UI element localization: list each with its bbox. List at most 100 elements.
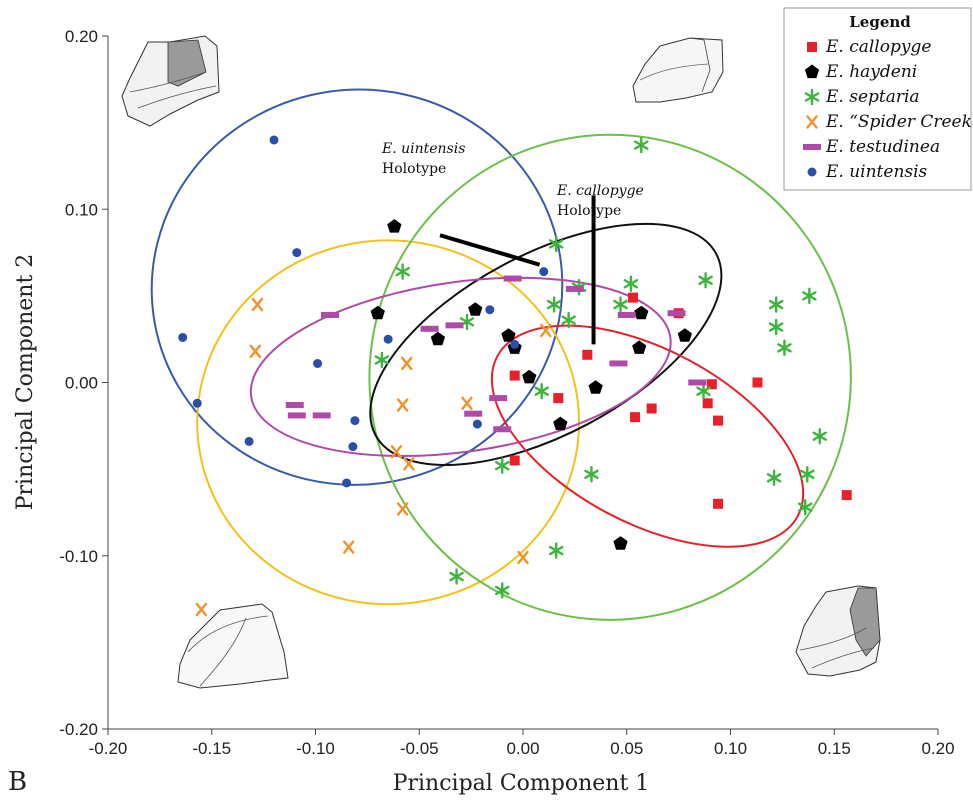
point-e-haydeni (387, 219, 402, 233)
x-tick-label: -0.15 (192, 739, 231, 758)
panel-letter: B (8, 767, 27, 797)
point-e-septaria (800, 466, 815, 483)
point-e-testudinea (312, 412, 331, 419)
point-e-callopyge (706, 379, 717, 390)
point-e-testudinea (667, 310, 686, 317)
point-e-septaria (766, 469, 782, 486)
point-e-septaria (698, 272, 713, 289)
legend-entry-label: E. “Spider Creek (825, 112, 972, 132)
ellipse-e-septaria (368, 133, 852, 621)
point-e-callopyge (509, 455, 520, 466)
point-e-septaria (634, 136, 649, 154)
point-e-septaria (696, 382, 711, 400)
point-e-uintensis (313, 358, 323, 368)
annotation-species-name: E. uintensis (381, 141, 465, 157)
point-e-septaria (802, 287, 817, 305)
point-e-uintensis (192, 398, 202, 408)
point-e-septaria (494, 457, 510, 474)
y-tick-label: -0.10 (59, 547, 98, 566)
point-e-testudinea (493, 426, 512, 433)
y-tick-label: -0.20 (59, 720, 98, 739)
point-e-haydeni (522, 369, 537, 384)
legend-marker-e-callopyge (807, 42, 817, 52)
point-e-septaria (561, 311, 576, 329)
point-e-spider-creek (396, 502, 409, 516)
series-e-septaria (374, 136, 827, 599)
ellipse-e-spider-creek (196, 239, 581, 606)
shell-sketch-top-left-icon (121, 35, 220, 127)
point-e-spider-creek (251, 297, 264, 312)
legend-title: Legend (849, 13, 911, 31)
legend-marker-e-haydeni (804, 64, 820, 79)
point-e-septaria (548, 542, 564, 559)
point-e-uintensis (510, 339, 520, 349)
x-tick-label: 0.15 (818, 739, 851, 758)
y-axis-title: Principal Component 2 (13, 254, 38, 511)
x-tick-label: -0.10 (296, 739, 335, 758)
legend-entry-label: E. callopyge (825, 37, 931, 57)
series-e-haydeni (370, 219, 692, 550)
point-e-haydeni (501, 328, 516, 342)
point-e-callopyge (713, 498, 724, 509)
point-e-callopyge (627, 292, 638, 303)
point-e-haydeni (370, 305, 385, 320)
x-tick-label: -0.05 (400, 739, 439, 758)
x-tick-label: -0.20 (89, 739, 128, 758)
point-e-haydeni (588, 380, 603, 394)
ellipse-e-haydeni (369, 222, 723, 466)
point-e-haydeni (468, 302, 483, 316)
point-e-uintensis (269, 135, 279, 145)
point-e-callopyge (509, 370, 520, 381)
point-e-spider-creek (461, 396, 473, 410)
point-e-septaria (812, 428, 827, 445)
point-e-spider-creek (517, 550, 529, 565)
point-e-testudinea (445, 322, 464, 329)
x-tick-label: 0.00 (506, 739, 539, 758)
point-e-uintensis (292, 248, 302, 258)
point-e-haydeni (634, 305, 649, 320)
x-tick-label: 0.10 (714, 739, 747, 758)
point-e-callopyge (646, 403, 657, 414)
point-e-callopyge (553, 393, 564, 404)
point-e-septaria (623, 275, 639, 292)
point-e-uintensis (244, 436, 254, 446)
legend-marker-e-spider-creek (806, 115, 818, 129)
point-e-septaria (546, 296, 562, 313)
point-e-callopyge (841, 490, 852, 501)
series-e-uintensis (178, 135, 549, 488)
axes: -0.20 -0.15 -0.10 -0.05 0.00 0.05 0.10 0.15 0.20… (59, 27, 954, 758)
point-e-testudinea (503, 275, 522, 282)
point-e-testudinea (565, 285, 584, 292)
point-e-callopyge (713, 415, 724, 426)
shell-sketch-top-right-icon (632, 37, 724, 103)
point-e-uintensis (178, 332, 188, 342)
point-e-septaria (494, 582, 510, 599)
point-e-spider-creek (390, 445, 403, 459)
point-e-callopyge (582, 349, 593, 360)
point-e-callopyge (702, 398, 713, 409)
point-e-testudinea (321, 311, 340, 318)
shell-sketch-bottom-left-icon (177, 603, 289, 689)
point-e-haydeni (553, 416, 568, 431)
x-axis-title: Principal Component 1 (393, 771, 650, 796)
ellipse-e-testudinea (249, 276, 672, 457)
point-e-haydeni (430, 331, 446, 346)
point-e-testudinea (617, 311, 636, 318)
series-e-testudinea (285, 275, 707, 433)
legend-entry-label: E. septaria (825, 87, 920, 107)
point-e-septaria (548, 235, 564, 253)
point-e-testudinea (464, 410, 483, 417)
point-e-spider-creek (401, 356, 413, 371)
point-e-uintensis (485, 305, 495, 315)
annotation-holotype-label: Holotype (382, 161, 446, 177)
point-e-testudinea (688, 379, 707, 386)
confidence-ellipses (150, 88, 852, 621)
legend-marker-e-testudinea (803, 144, 821, 150)
point-e-uintensis (472, 419, 482, 429)
point-e-uintensis (342, 478, 352, 488)
point-e-spider-creek (249, 344, 262, 359)
point-e-septaria (797, 499, 813, 516)
point-e-haydeni (677, 328, 692, 342)
point-e-uintensis (350, 416, 360, 426)
